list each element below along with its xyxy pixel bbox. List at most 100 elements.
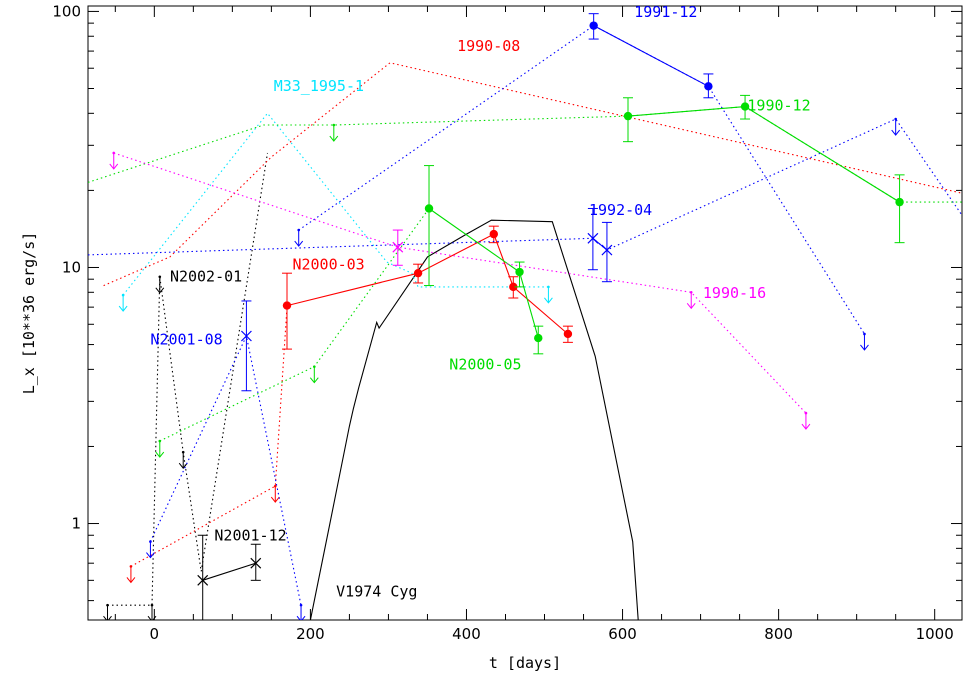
series-line <box>286 233 569 335</box>
data-point <box>515 267 524 277</box>
upper-limit-point <box>297 228 300 232</box>
data-point <box>424 204 434 213</box>
upper-limit-arrowhead <box>147 615 157 620</box>
upper-limit-point <box>547 285 550 289</box>
data-point <box>413 268 423 278</box>
upper-limit-arrowhead <box>118 305 128 312</box>
upper-limit-arrowhead <box>294 240 304 247</box>
upper-limit-arrowhead <box>544 297 553 304</box>
annotation-v1974-cyg: V1974 Cyg <box>336 582 417 600</box>
upper-limit-arrowhead <box>109 163 119 170</box>
upper-limit-arrowhead <box>309 377 319 384</box>
data-point <box>250 557 262 569</box>
tick-label-layer: 0 200 400 600 800 1000 1 10 100 <box>52 2 953 643</box>
x-tick-label: 1000 <box>916 625 954 643</box>
series-1992-04 <box>587 207 613 283</box>
x-tick-label: 600 <box>608 625 637 643</box>
y-tick-label: 1 <box>71 515 81 533</box>
series-n2000-05-dotted <box>155 208 430 458</box>
series-line <box>309 219 639 620</box>
data-point <box>563 329 573 339</box>
upper-limit-arrowhead <box>155 451 165 458</box>
upper-limit-point <box>299 603 303 607</box>
upper-limit-point <box>181 450 185 454</box>
x-tick-label: 200 <box>296 625 325 643</box>
series-n2002-01 <box>103 152 269 620</box>
upper-limit-point <box>149 540 152 543</box>
series-v1974-cyg <box>309 219 639 620</box>
y-axis-label: L_x [10**36 erg/s] <box>20 232 38 395</box>
annotation-1990-16: 1990-16 <box>703 284 766 302</box>
series-line <box>130 307 288 567</box>
annotation-n2001-12: N2001-12 <box>214 526 286 544</box>
upper-limit-point <box>273 484 277 488</box>
series-line <box>103 62 962 287</box>
upper-limit-point <box>112 151 116 155</box>
data-point <box>392 241 404 253</box>
series-line <box>202 562 256 581</box>
upper-limit-arrowhead <box>686 302 696 310</box>
upper-limit-arrowhead <box>860 344 869 351</box>
upper-limit-arrowhead <box>155 287 165 294</box>
series-line <box>159 208 430 442</box>
x-tick-label: 800 <box>764 625 793 643</box>
upper-limit-point <box>129 565 133 568</box>
upper-limit-point <box>313 365 316 368</box>
data-point <box>489 229 498 239</box>
upper-limit-arrowhead <box>891 129 901 136</box>
series-1990-12 <box>623 94 905 244</box>
upper-limit-point <box>689 290 693 294</box>
series-n2001-08 <box>146 300 306 620</box>
data-point <box>534 333 543 343</box>
data-point <box>197 574 209 586</box>
series-1990-12-dotted <box>88 106 962 203</box>
annotation-1992-04: 1992-04 <box>589 201 652 219</box>
upper-limit-point <box>863 332 866 336</box>
data-point <box>589 21 598 30</box>
x-tick-label: 0 <box>150 625 160 643</box>
upper-limit-point <box>150 603 154 607</box>
series-line <box>298 24 865 335</box>
annotation-n2000-03: N2000-03 <box>292 256 364 274</box>
series-1991-12-dotted <box>294 24 869 351</box>
x-axis-label: t [days] <box>489 654 561 672</box>
series-n2001-12 <box>197 534 262 620</box>
data-point <box>509 282 518 292</box>
upper-limit-point <box>121 293 125 297</box>
upper-limit-arrowhead <box>103 615 112 620</box>
series-line <box>122 112 549 296</box>
series-1990-08-early <box>126 307 288 584</box>
annotation-n2001-08: N2001-08 <box>150 331 222 349</box>
y-tick-label: 100 <box>52 2 81 20</box>
annotation-n2000-05: N2000-05 <box>449 355 521 373</box>
annotation-m33-1995-1: M33_1995-1 <box>274 77 364 95</box>
upper-limit-point <box>332 123 336 127</box>
series-n2000-05 <box>424 165 544 355</box>
upper-limit-point <box>158 439 162 443</box>
upper-limit-arrowhead <box>801 423 811 430</box>
data-point <box>895 197 904 207</box>
series-line <box>627 106 900 203</box>
annotation-n2002-01: N2002-01 <box>170 268 242 286</box>
data-point <box>282 301 292 310</box>
upper-limit-point <box>894 117 897 121</box>
annotation-1991-12: 1991-12 <box>634 3 697 21</box>
series-1990-08 <box>103 62 962 287</box>
upper-limit-point <box>158 275 162 279</box>
annotation-layer: 1990-08 1991-12 M33_1995-1 1990-12 1992-04 N2… <box>150 3 810 600</box>
series-line <box>149 334 302 606</box>
upper-limit-point <box>106 603 109 607</box>
series-m33-1995-1 <box>118 112 553 312</box>
upper-limit-arrowhead <box>296 615 306 620</box>
series-line <box>107 152 269 606</box>
x-tick-label: 400 <box>452 625 481 643</box>
annotation-1990-08: 1990-08 <box>457 37 520 55</box>
y-tick-label: 10 <box>62 258 81 276</box>
upper-limit-arrowhead <box>146 552 155 559</box>
series-line <box>88 106 962 203</box>
annotation-1990-12: 1990-12 <box>747 97 810 115</box>
axis-ticks <box>88 6 962 620</box>
series-line <box>88 118 962 256</box>
upper-limit-arrowhead <box>329 135 339 142</box>
